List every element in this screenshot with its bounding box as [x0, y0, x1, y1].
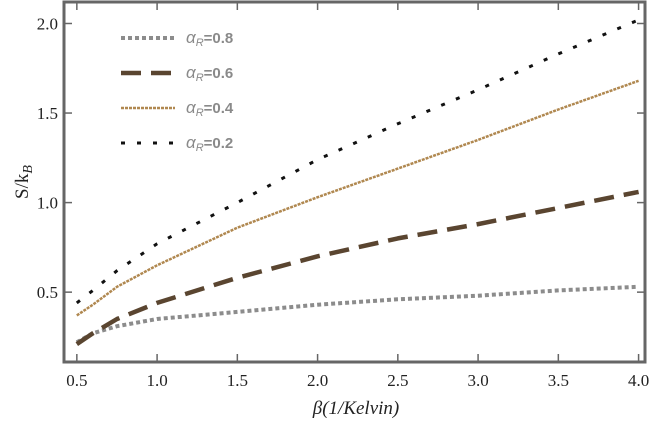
- legend-label-0: αR=0.8: [186, 28, 233, 49]
- x-tick-label: 1.5: [227, 371, 248, 390]
- y-tick-label: 2.0: [37, 14, 58, 33]
- legend: αR=0.8 αR=0.6 αR=0.4 αR=0.2: [121, 28, 234, 154]
- series-line-1: [75, 189, 640, 346]
- x-tick-label: 3.0: [467, 371, 488, 390]
- x-tick-label: 2.5: [387, 371, 408, 390]
- series-layer: [75, 18, 640, 346]
- legend-label-2: αR=0.4: [186, 98, 234, 119]
- y-tick-label: 0.5: [37, 283, 58, 302]
- y-axis-label: S/kB: [12, 165, 36, 199]
- ticks-layer: 0.5 1.0 1.5 2.0 2.5 3.0 3.5 4.0 0.5 1.0 1.5 2.0: [37, 2, 649, 390]
- series-line-3: [75, 18, 640, 305]
- series-line-2: [76, 79, 640, 317]
- series-line-0: [75, 284, 639, 345]
- x-tick-label: 2.0: [307, 371, 328, 390]
- legend-label-3: αR=0.2: [186, 133, 233, 154]
- x-tick-label: 1.0: [146, 371, 167, 390]
- legend-label-1: αR=0.6: [186, 63, 233, 84]
- y-tick-label: 1.5: [37, 104, 58, 123]
- plot-frame: [62, 0, 647, 364]
- y-tick-label: 1.0: [37, 194, 58, 213]
- x-tick-label: 4.0: [628, 371, 649, 390]
- x-tick-label: 3.5: [548, 371, 569, 390]
- x-axis-label: β(1/Kelvin): [312, 398, 400, 419]
- x-tick-label: 0.5: [66, 371, 87, 390]
